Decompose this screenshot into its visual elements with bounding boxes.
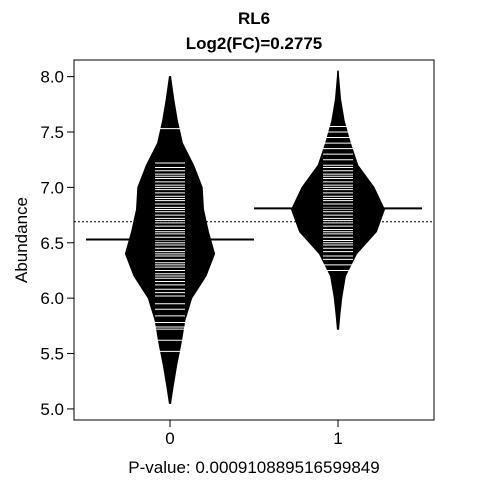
y-tick-label-4: 7.0 [40, 178, 64, 197]
y-tick-label-0: 5.0 [40, 400, 64, 419]
y-tick-label-6: 8.0 [40, 68, 64, 87]
chart-subtitle: Log2(FC)=0.2775 [186, 34, 323, 53]
chart-title: RL6 [238, 9, 270, 28]
beans-layer [124, 70, 386, 404]
y-tick-label-1: 5.5 [40, 345, 64, 364]
y-axis: 5.0 5.5 6.0 6.5 7.0 7.5 8.0 [40, 68, 74, 419]
x-tick-label-1: 1 [333, 429, 342, 448]
y-tick-label-3: 6.5 [40, 234, 64, 253]
y-tick-label-2: 6.0 [40, 289, 64, 308]
bean-shape-1 [290, 70, 386, 330]
y-tick-label-5: 7.5 [40, 123, 64, 142]
plot-frame [73, 59, 435, 421]
x-axis-label: P-value: 0.000910889516599849 [128, 458, 379, 477]
means-layer [86, 207, 422, 241]
y-axis-label: Abundance [12, 197, 31, 283]
x-tick-label-0: 0 [165, 429, 174, 448]
